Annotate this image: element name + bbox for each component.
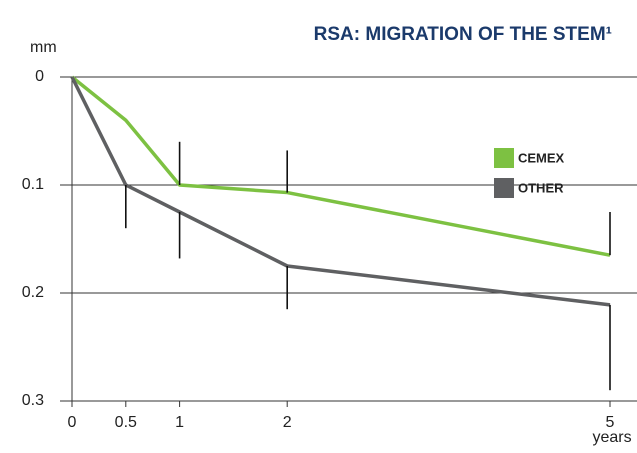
chart-title: RSA: MIGRATION OF THE STEM¹ <box>314 24 612 45</box>
x-axis-label: years <box>592 429 631 446</box>
y-axis-label: mm <box>30 39 57 56</box>
legend-label: OTHER <box>518 180 564 195</box>
legend-label: CEMEX <box>518 150 565 165</box>
x-tick-label: 0.5 <box>115 414 137 431</box>
legend-swatch <box>494 148 514 168</box>
x-tick-label: 0 <box>68 414 77 431</box>
series-line <box>70 75 611 257</box>
y-tick-label: 0.1 <box>22 176 44 193</box>
x-tick-label: 1 <box>175 414 184 431</box>
legend-swatch <box>494 178 514 198</box>
y-tick-label: 0 <box>35 68 44 85</box>
y-tick-label: 0.3 <box>22 392 44 409</box>
x-tick-label: 2 <box>283 414 292 431</box>
x-tick-label: 5 <box>606 414 615 431</box>
y-tick-label: 0.2 <box>22 284 44 301</box>
